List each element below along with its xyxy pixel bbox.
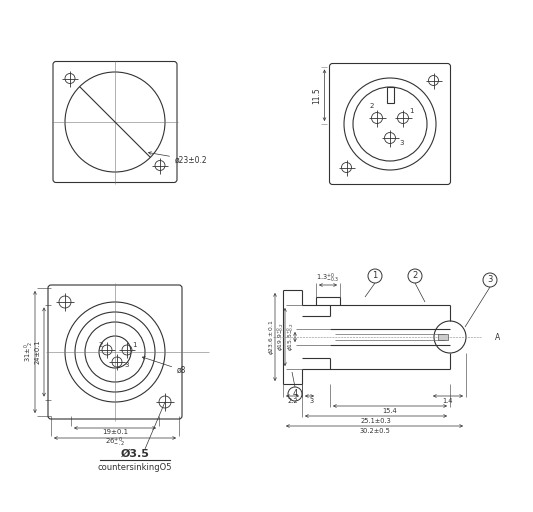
- Text: 2: 2: [413, 271, 418, 281]
- Text: $\phi23.6\pm0.1$: $\phi23.6\pm0.1$: [266, 319, 276, 355]
- Text: $31{\pm}^0_{.2}$: $31{\pm}^0_{.2}$: [22, 342, 36, 362]
- Text: 3: 3: [310, 398, 313, 404]
- Text: 15.4: 15.4: [383, 408, 398, 414]
- Text: 24±0.1: 24±0.1: [35, 340, 41, 364]
- Text: A: A: [495, 332, 500, 342]
- Text: 3: 3: [125, 362, 129, 368]
- Text: $\phi15.5^{+0}_{-0.2}$: $\phi15.5^{+0}_{-0.2}$: [286, 323, 296, 351]
- Text: 2: 2: [370, 103, 374, 109]
- Text: countersinkingO5: countersinkingO5: [98, 463, 172, 473]
- Text: 4: 4: [293, 390, 297, 398]
- Text: 3: 3: [400, 140, 404, 146]
- Text: ø23±0.2: ø23±0.2: [149, 152, 208, 164]
- Text: ø8: ø8: [142, 357, 187, 374]
- Text: $\phi19.9^{+0}_{-0.2}$: $\phi19.9^{+0}_{-0.2}$: [276, 323, 286, 351]
- Bar: [386, 87, 393, 103]
- Text: 19±0.1: 19±0.1: [102, 429, 128, 435]
- Text: $1.3^{+0}_{-0.3}$: $1.3^{+0}_{-0.3}$: [316, 271, 340, 285]
- Text: 11.5: 11.5: [312, 87, 321, 103]
- Text: 1: 1: [409, 108, 413, 114]
- Text: 30.2±0.5: 30.2±0.5: [359, 428, 390, 434]
- Text: 25.1±0.3: 25.1±0.3: [361, 418, 391, 424]
- Text: 1.4: 1.4: [443, 398, 453, 404]
- Text: 3: 3: [487, 275, 492, 285]
- Text: 1: 1: [132, 342, 136, 348]
- Text: 2.2: 2.2: [287, 398, 298, 404]
- Text: Ø3.5: Ø3.5: [120, 449, 149, 459]
- Text: $26^{+0}_{-.2}$: $26^{+0}_{-.2}$: [105, 435, 125, 449]
- Bar: [438, 334, 448, 340]
- Text: 1: 1: [373, 271, 377, 281]
- Text: 2: 2: [99, 342, 103, 348]
